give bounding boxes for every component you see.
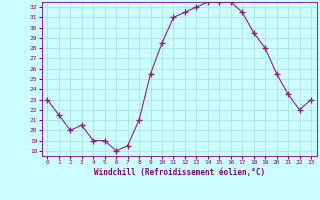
X-axis label: Windchill (Refroidissement éolien,°C): Windchill (Refroidissement éolien,°C) bbox=[94, 168, 265, 177]
